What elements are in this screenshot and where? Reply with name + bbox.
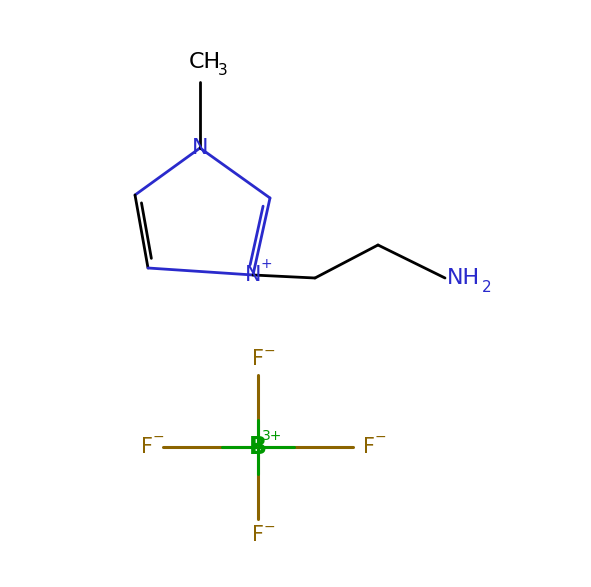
Text: F: F [252, 349, 264, 369]
Text: 2: 2 [482, 279, 492, 295]
Text: −: − [152, 430, 164, 444]
Text: CH: CH [189, 52, 221, 72]
Text: −: − [374, 430, 386, 444]
Text: 3+: 3+ [262, 429, 282, 443]
Text: N: N [245, 265, 261, 285]
Text: −: − [263, 344, 275, 358]
Text: B: B [249, 435, 267, 459]
Text: −: − [263, 520, 275, 534]
Text: NH: NH [446, 268, 479, 288]
Text: F: F [141, 437, 153, 457]
Text: 3: 3 [218, 62, 228, 77]
Text: +: + [260, 257, 272, 271]
Text: N: N [191, 138, 208, 158]
Text: F: F [252, 525, 264, 545]
Text: F: F [363, 437, 375, 457]
